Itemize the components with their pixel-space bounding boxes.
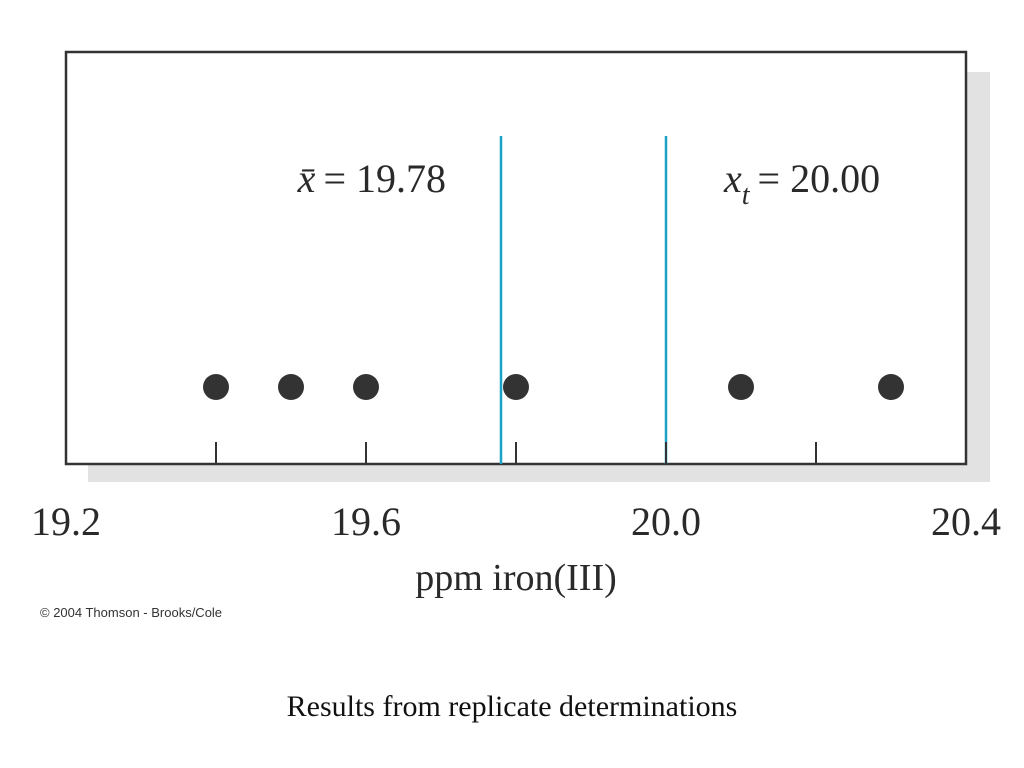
x-axis-tick-labels: 19.2 19.6 20.0 20.4	[31, 499, 1001, 544]
data-point-1	[278, 374, 304, 400]
x-tick-label-2: 20.0	[631, 499, 701, 544]
copyright-notice: © 2004 Thomson - Brooks/Cole	[40, 605, 223, 620]
reference-lines	[499, 136, 668, 464]
data-point-4	[728, 374, 754, 400]
x-axis-label: ppm iron(III)	[415, 557, 617, 599]
true-value-value: = 20.00	[758, 156, 881, 201]
plot-frame	[64, 50, 968, 466]
mean-annotation: x̄ = 19.78	[297, 156, 446, 201]
chart: x̄ = 19.78 xt = 20.00 19.2 19.6 20.0 20.4 ppm …	[31, 50, 1001, 599]
data-point-2	[353, 374, 379, 400]
mean-symbol: x̄	[297, 156, 316, 201]
mean-value: = 19.78	[323, 156, 446, 201]
x-axis-ticks	[215, 442, 817, 464]
true-value-subscript: t	[742, 180, 751, 211]
x-tick-label-1: 19.6	[331, 499, 401, 544]
data-point-0	[203, 374, 229, 400]
true-value-annotation: xt = 20.00	[723, 156, 880, 211]
annotations: x̄ = 19.78 xt = 20.00	[297, 156, 880, 211]
x-tick-label-3: 20.4	[931, 499, 1001, 544]
x-tick-label-0: 19.2	[31, 499, 101, 544]
data-point-5	[878, 374, 904, 400]
true-value-symbol: x	[723, 156, 742, 201]
data-point-3	[503, 374, 529, 400]
slide-caption: Results from replicate determinations	[286, 690, 738, 723]
data-points	[203, 374, 904, 400]
